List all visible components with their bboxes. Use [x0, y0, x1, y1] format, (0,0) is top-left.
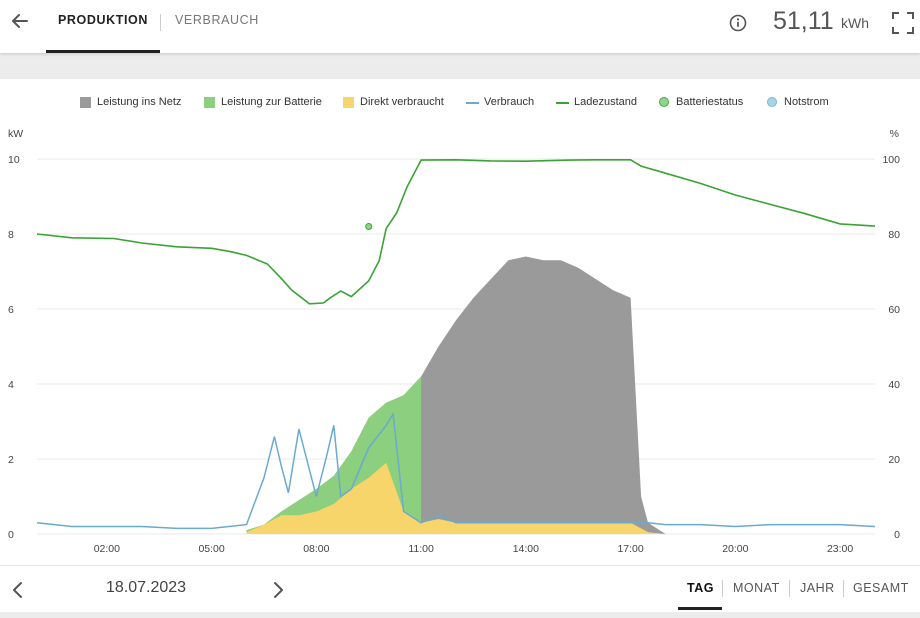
y-left-axis-label: kW [8, 128, 23, 140]
footer-bar: 18.07.2023 TAG MONAT JAHR GESAMT [0, 565, 920, 612]
y-right-tick-label: 40 [888, 379, 900, 391]
tab-divider [160, 14, 161, 31]
chart-legend: Leistung ins Netz Leistung zur Batterie Di… [0, 96, 920, 110]
arrow-left-icon[interactable] [8, 10, 30, 32]
legend-swatch [556, 102, 569, 104]
legend-swatch [466, 102, 479, 104]
period-divider [789, 580, 790, 597]
y-left-tick-label: 10 [8, 154, 20, 166]
y-left-tick-label: 2 [8, 454, 14, 466]
chart-card: Leistung ins Netz Leistung zur Batterie Di… [0, 79, 920, 565]
production-chart: 0 0 2 20 4 40 6 60 8 80 10 100 kW % 02:00 05:00 08:00 11:… [8, 128, 900, 555]
x-tick-label: 08:00 [303, 543, 329, 555]
fullscreen-icon[interactable] [891, 11, 915, 35]
chevron-left-icon[interactable] [8, 580, 28, 600]
line-verbrauch [36, 411, 876, 530]
x-tick-label: 23:00 [827, 543, 853, 555]
y-right-axis-label: % [890, 128, 899, 140]
area-leistung-ins-netz [246, 256, 666, 534]
period-active-indicator [678, 607, 722, 610]
top-bar: PRODUKTION VERBRAUCH 51,11 kWh [0, 0, 920, 53]
x-tick-label: 11:00 [408, 543, 434, 555]
period-tag-button[interactable]: TAG [687, 581, 714, 595]
legend-label: Ladezustand [574, 96, 637, 108]
y-right-tick-label: 0 [894, 529, 900, 541]
total-energy-value: 51,11 [773, 7, 834, 35]
period-divider [722, 580, 723, 597]
legend-swatch [204, 97, 215, 108]
chevron-right-icon[interactable] [268, 580, 288, 600]
y-right-tick-label: 20 [888, 454, 900, 466]
y-left-tick-label: 6 [8, 304, 14, 316]
x-tick-label: 14:00 [513, 543, 539, 555]
legend-label: Leistung zur Batterie [221, 96, 322, 108]
legend-label: Batteriestatus [676, 96, 744, 108]
info-icon[interactable] [729, 14, 747, 32]
period-monat-button[interactable]: MONAT [733, 581, 780, 595]
y-right-tick-label: 60 [888, 304, 900, 316]
legend-swatch [80, 97, 91, 108]
period-divider [843, 580, 844, 597]
legend-swatch [767, 97, 777, 107]
date-label: 18.07.2023 [106, 579, 187, 596]
x-tick-label: 05:00 [198, 543, 224, 555]
tab-active-indicator [46, 50, 160, 53]
line-ladezustand [36, 158, 876, 305]
tab-produktion-label: PRODUKTION [57, 13, 149, 27]
legend-label: Notstrom [784, 96, 829, 108]
legend-label: Leistung ins Netz [97, 96, 182, 108]
period-gesamt-button[interactable]: GESAMT [853, 581, 909, 595]
y-left-tick-label: 4 [8, 379, 14, 391]
x-tick-label: 20:00 [722, 543, 748, 555]
legend-swatch [343, 97, 354, 108]
y-right-tick-label: 80 [888, 229, 900, 241]
legend-label: Direkt verbraucht [360, 96, 444, 108]
y-right-tick-label: 100 [882, 154, 900, 166]
tab-produktion[interactable]: PRODUKTION [46, 13, 160, 53]
period-jahr-button[interactable]: JAHR [800, 581, 835, 595]
tab-verbrauch[interactable]: VERBRAUCH [175, 13, 259, 53]
area-direkt-verbraucht [246, 462, 666, 534]
total-energy-unit: kWh [841, 15, 869, 31]
x-tick-label: 17:00 [617, 543, 643, 555]
legend-label: Verbrauch [484, 96, 535, 108]
legend-swatch [659, 97, 669, 107]
y-left-tick-label: 0 [8, 529, 14, 541]
y-left-tick-label: 8 [8, 229, 14, 241]
point-batteriestatus [365, 223, 373, 230]
x-tick-label: 02:00 [94, 543, 120, 555]
tab-verbrauch-label: VERBRAUCH [175, 13, 259, 27]
